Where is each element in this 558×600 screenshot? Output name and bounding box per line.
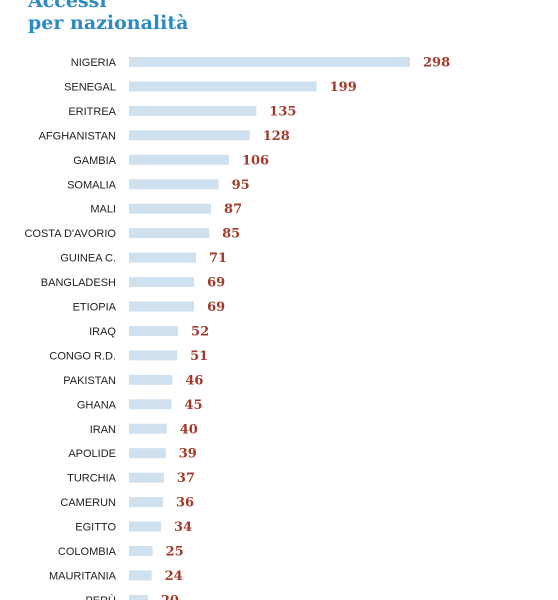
value-label-nigeria: 298 <box>423 56 450 71</box>
category-labels-group: NIGERIA SENEGAL ERITREA AFGHANISTAN GAMBIA SO… <box>24 57 116 600</box>
bar-somalia <box>129 179 219 190</box>
value-label-camerun: 36 <box>176 496 194 511</box>
category-label-nigeria: NIGERIA <box>71 57 117 69</box>
value-label-colombia: 25 <box>166 545 184 560</box>
category-label-somalia: SOMALIA <box>67 179 117 191</box>
value-label-turchia: 37 <box>177 471 195 486</box>
bar-mauritania <box>129 570 152 581</box>
bar-iraq <box>129 325 179 336</box>
value-label-egitto: 34 <box>174 520 192 535</box>
value-label-ghana: 45 <box>184 398 202 413</box>
value-label-bangladesh: 69 <box>207 276 225 291</box>
bar-costa-d-avorio <box>129 228 210 239</box>
value-label-costa-d-avorio: 85 <box>222 227 240 242</box>
category-label-ghana: GHANA <box>77 399 117 411</box>
bar-gambia <box>129 154 229 165</box>
value-label-mali: 87 <box>224 202 242 217</box>
bar-colombia <box>129 546 153 556</box>
value-label-iran: 40 <box>180 422 198 437</box>
value-label-apolide: 39 <box>179 447 197 462</box>
value-labels-group: 298 199 135 128 106 95 87 85 71 69 69 52 51 46 45 40 39 3… <box>161 56 450 600</box>
bar-senegal <box>129 81 317 92</box>
category-label-pakistan: PAKISTAN <box>63 375 116 387</box>
bar-pakistan <box>129 374 173 385</box>
category-label-costa-d-avorio: COSTA D'AVORIO <box>24 228 116 240</box>
category-label-etiopia: ETIOPIA <box>73 302 117 314</box>
category-label-camerun: CAMERUN <box>60 497 116 509</box>
bars-group <box>129 57 410 600</box>
value-label-iraq: 52 <box>191 324 209 339</box>
category-label-senegal: SENEGAL <box>64 81 116 93</box>
bar-mali <box>129 203 212 214</box>
category-label-colombia: COLOMBIA <box>58 546 117 558</box>
value-label-guinea-c: 71 <box>209 251 227 266</box>
category-label-per: PERÙ <box>85 594 116 600</box>
bar-afghanistan <box>129 130 250 141</box>
bar-camerun <box>129 497 163 508</box>
category-label-mauritania: MAURITANIA <box>49 570 117 582</box>
value-label-gambia: 106 <box>242 153 269 168</box>
value-label-senegal: 199 <box>330 80 357 95</box>
bar-per <box>129 594 148 600</box>
category-label-iraq: IRAQ <box>89 326 116 338</box>
category-label-iran: IRAN <box>90 424 116 436</box>
value-label-mauritania: 24 <box>165 569 183 584</box>
chart-title-line-2: per nazionalità <box>28 12 189 34</box>
bar-guinea-c <box>129 252 196 263</box>
value-label-eritrea: 135 <box>269 104 296 119</box>
bar-turchia <box>129 472 164 483</box>
category-label-mali: MALI <box>90 204 116 216</box>
bar-ghana <box>129 399 172 410</box>
category-label-eritrea: ERITREA <box>68 106 116 118</box>
chart-title: Accessi per nazionalità <box>28 0 188 34</box>
value-label-per: 20 <box>161 593 179 600</box>
category-label-congo-r-d: CONGO R.D. <box>49 350 116 362</box>
category-label-guinea-c: GUINEA C. <box>60 253 116 265</box>
value-label-etiopia: 69 <box>207 300 225 315</box>
category-label-bangladesh: BANGLADESH <box>41 277 116 289</box>
bar-eritrea <box>129 105 257 116</box>
value-label-congo-r-d: 51 <box>190 349 208 364</box>
chart-title-line-1: Accessi <box>28 0 107 12</box>
bar-apolide <box>129 448 166 459</box>
bar-bangladesh <box>129 277 195 288</box>
category-label-gambia: GAMBIA <box>73 155 116 167</box>
category-label-turchia: TURCHIA <box>67 473 117 485</box>
value-label-somalia: 95 <box>232 178 250 193</box>
bar-congo-r-d <box>129 350 178 361</box>
bar-etiopia <box>129 301 195 312</box>
category-label-egitto: EGITTO <box>75 522 116 534</box>
bar-egitto <box>129 521 162 532</box>
bar-nigeria <box>129 57 410 67</box>
value-label-afghanistan: 128 <box>263 129 290 144</box>
category-label-afghanistan: AFGHANISTAN <box>39 130 116 142</box>
value-label-pakistan: 46 <box>185 373 203 388</box>
bar-iran <box>129 423 167 434</box>
category-label-apolide: APOLIDE <box>68 448 116 460</box>
